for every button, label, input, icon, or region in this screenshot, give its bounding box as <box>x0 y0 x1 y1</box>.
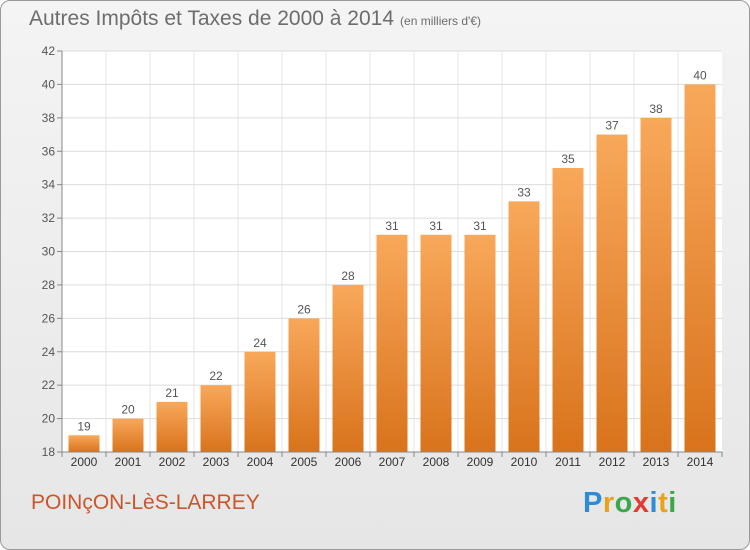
logo-letter: t <box>658 487 669 519</box>
y-tick-label: 30 <box>42 245 56 259</box>
y-tick-label: 38 <box>42 111 56 125</box>
bar-value-label: 28 <box>341 269 355 283</box>
logo-letter: r <box>602 487 615 519</box>
bar-value-label: 31 <box>385 219 399 233</box>
bar-value-label: 31 <box>473 219 487 233</box>
bar-value-label: 38 <box>649 102 663 116</box>
bar-2003 <box>200 385 232 452</box>
chart-title: Autres Impôts et Taxes de 2000 à 2014 (en… <box>29 7 481 31</box>
x-tick-label: 2001 <box>115 455 142 469</box>
logo-letter: i <box>668 487 677 519</box>
y-tick-label: 22 <box>42 378 56 392</box>
bar-value-label: 37 <box>605 119 619 133</box>
commune-name: POINçON-LèS-LARREY <box>31 491 260 514</box>
logo-letter: o <box>614 487 633 519</box>
bar-value-label: 20 <box>121 403 135 417</box>
bar-2006 <box>332 284 364 452</box>
x-tick-label: 2012 <box>599 455 626 469</box>
bar-2002 <box>156 401 188 452</box>
y-tick-label: 28 <box>42 278 56 292</box>
bar-value-label: 21 <box>165 386 179 400</box>
x-tick-label: 2014 <box>687 455 714 469</box>
bar-2008 <box>420 234 452 452</box>
y-tick-label: 42 <box>42 44 56 58</box>
y-tick-label: 34 <box>42 178 56 192</box>
bar-value-label: 31 <box>429 219 443 233</box>
x-tick-label: 2011 <box>555 455 581 469</box>
x-tick-label: 2004 <box>247 455 274 469</box>
y-tick-label: 36 <box>42 144 56 158</box>
y-tick-label: 20 <box>42 412 56 426</box>
bar-2012 <box>596 134 628 452</box>
y-tick-label: 40 <box>42 77 56 91</box>
bar-2007 <box>376 234 408 452</box>
x-tick-label: 2010 <box>511 455 538 469</box>
bar-2005 <box>288 318 320 452</box>
y-tick-label: 24 <box>42 345 56 359</box>
y-tick-label: 18 <box>42 445 56 459</box>
bars: 19 20 21 22 24 26 28 31 31 31 33 35 37 38 40 <box>68 68 716 453</box>
y-tick-label: 26 <box>42 311 56 325</box>
bar-2014 <box>684 84 716 453</box>
x-tick-label: 2006 <box>335 455 362 469</box>
chart-title-text: Autres Impôts et Taxes de 2000 à 2014 <box>29 7 395 30</box>
chart-subtitle: (en milliers d'€) <box>400 14 482 28</box>
bar-2001 <box>112 418 144 452</box>
bar-2011 <box>552 167 584 453</box>
logo-letter: P <box>583 487 603 519</box>
x-tick-label: 2000 <box>71 455 98 469</box>
x-tick-label: 2013 <box>643 455 670 469</box>
x-tick-label: 2003 <box>203 455 230 469</box>
bar-value-label: 22 <box>209 369 223 383</box>
bar-2004 <box>244 351 276 452</box>
proxiti-logo: Proxiti <box>583 487 677 520</box>
x-tick-label: 2008 <box>423 455 450 469</box>
axes: 18 20 22 24 26 28 30 32 34 36 38 40 42 2000 2001 2002 20… <box>42 44 723 469</box>
bar-value-label: 26 <box>297 302 311 316</box>
bar-value-label: 19 <box>77 419 91 433</box>
logo-letter: i <box>649 487 659 519</box>
x-tick-label: 2005 <box>291 455 318 469</box>
x-tick-label: 2007 <box>379 455 406 469</box>
bar-value-label: 40 <box>693 68 707 82</box>
bar-value-label: 35 <box>561 152 575 166</box>
logo-letter: x <box>632 487 650 519</box>
y-tick-label: 32 <box>42 211 56 225</box>
bar-2009 <box>464 234 496 452</box>
bar-2010 <box>508 201 540 452</box>
bar-value-label: 24 <box>253 336 267 350</box>
bar-2013 <box>640 117 672 452</box>
bar-value-label: 33 <box>517 185 531 199</box>
x-tick-label: 2002 <box>159 455 186 469</box>
bar-2000 <box>68 435 100 452</box>
x-tick-label: 2009 <box>467 455 494 469</box>
